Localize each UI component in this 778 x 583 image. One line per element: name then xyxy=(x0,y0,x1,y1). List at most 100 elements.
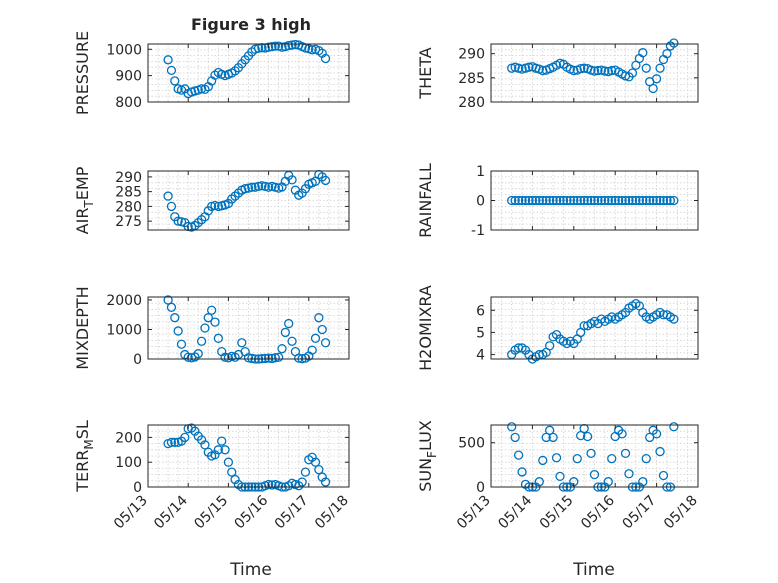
data-point xyxy=(270,353,280,363)
data-point xyxy=(624,195,634,206)
data-point xyxy=(267,480,277,490)
y-axis-label: TERRMSL xyxy=(73,420,96,493)
data-point xyxy=(320,53,331,64)
subplot-terr-msl: 0 100 200 05/13 05/14 05/15 05/16 05/17 05/18 TER… xyxy=(73,420,352,532)
data-point xyxy=(551,453,562,463)
data-point xyxy=(665,195,676,206)
data-point xyxy=(273,352,284,362)
data-point xyxy=(620,448,631,458)
y-axis-label: SUNFLUX xyxy=(416,420,439,492)
data-point xyxy=(510,432,520,443)
y-tick-label: 0 xyxy=(133,352,142,368)
data-point xyxy=(220,352,230,362)
data-point xyxy=(607,195,617,206)
y-tick-label: 500 xyxy=(458,436,485,452)
data-point xyxy=(223,457,234,467)
data-point xyxy=(203,313,213,323)
y-tick-label: 290 xyxy=(458,47,485,63)
data-point xyxy=(163,191,173,201)
subplot-sun-flux: 0 500 05/13 05/14 05/15 05/16 05/17 05/18 SUNFLU… xyxy=(416,420,701,532)
data-point xyxy=(260,353,270,364)
data-point xyxy=(534,477,544,487)
data-point xyxy=(669,314,679,324)
data-point xyxy=(538,195,548,206)
data-point xyxy=(651,429,662,439)
data-point xyxy=(287,175,297,185)
data-point xyxy=(297,477,307,487)
data-point xyxy=(166,65,177,76)
data-point xyxy=(227,467,237,477)
x-tick-label: 05/17 xyxy=(272,493,312,533)
data-point xyxy=(163,295,173,305)
data-point xyxy=(586,195,596,206)
data-point xyxy=(176,339,187,349)
x-tick-label: 05/15 xyxy=(191,493,231,533)
y-tick-label: 200 xyxy=(115,430,142,446)
data-point xyxy=(641,454,651,464)
data-point xyxy=(166,437,177,448)
data-point xyxy=(247,182,257,192)
data-point xyxy=(634,195,644,206)
y-tick-label: 285 xyxy=(458,71,485,87)
data-point xyxy=(517,467,527,477)
y-tick-label: 285 xyxy=(115,185,142,201)
data-point xyxy=(538,65,548,76)
data-point xyxy=(648,195,658,206)
data-point xyxy=(524,62,534,72)
x-axis-label-right: Time xyxy=(572,560,615,580)
data-point xyxy=(170,76,180,86)
data-point xyxy=(263,42,274,52)
data-point xyxy=(555,471,565,482)
data-point xyxy=(582,431,593,442)
data-point xyxy=(183,352,193,362)
data-point xyxy=(270,41,280,51)
data-point xyxy=(524,195,534,206)
data-point xyxy=(267,353,277,364)
data-point xyxy=(200,323,210,333)
y-axis-label: PRESSURE xyxy=(73,31,92,115)
data-point xyxy=(586,448,596,458)
data-point xyxy=(196,84,207,94)
data-point xyxy=(531,195,541,206)
data-point xyxy=(166,201,177,212)
data-point xyxy=(655,195,665,206)
data-point xyxy=(243,353,254,363)
y-axis-label: AIRTEMP xyxy=(73,166,96,234)
data-point xyxy=(651,195,662,206)
data-point xyxy=(600,66,610,76)
data-point xyxy=(263,479,274,490)
data-point xyxy=(655,63,665,73)
data-point xyxy=(307,45,317,55)
data-point xyxy=(538,455,548,466)
data-point xyxy=(545,195,555,206)
y-axis-label: MIXDEPTH xyxy=(73,286,92,369)
data-point xyxy=(627,68,638,78)
y-axis-label: H2OMIXRA xyxy=(416,285,435,371)
data-point xyxy=(290,39,301,50)
data-point xyxy=(596,195,607,206)
data-point xyxy=(163,55,173,65)
data-point xyxy=(610,195,620,206)
data-point xyxy=(300,467,311,477)
data-point xyxy=(267,41,277,52)
data-point xyxy=(576,64,586,74)
data-point xyxy=(572,454,582,464)
data-point xyxy=(170,437,180,448)
data-point xyxy=(180,432,190,443)
data-point xyxy=(320,477,331,487)
y-tick-label: 290 xyxy=(115,170,142,186)
data-point xyxy=(620,195,631,206)
data-point xyxy=(669,422,679,432)
axes-box xyxy=(490,424,699,488)
y-tick-label: 0 xyxy=(476,194,485,210)
axes-box xyxy=(147,424,350,488)
x-tick-label: 05/13 xyxy=(111,493,151,533)
data-point xyxy=(287,40,297,50)
data-point xyxy=(166,302,177,312)
data-point xyxy=(551,195,562,206)
axes-box xyxy=(147,170,350,231)
data-point xyxy=(662,195,672,206)
data-point xyxy=(310,333,321,343)
